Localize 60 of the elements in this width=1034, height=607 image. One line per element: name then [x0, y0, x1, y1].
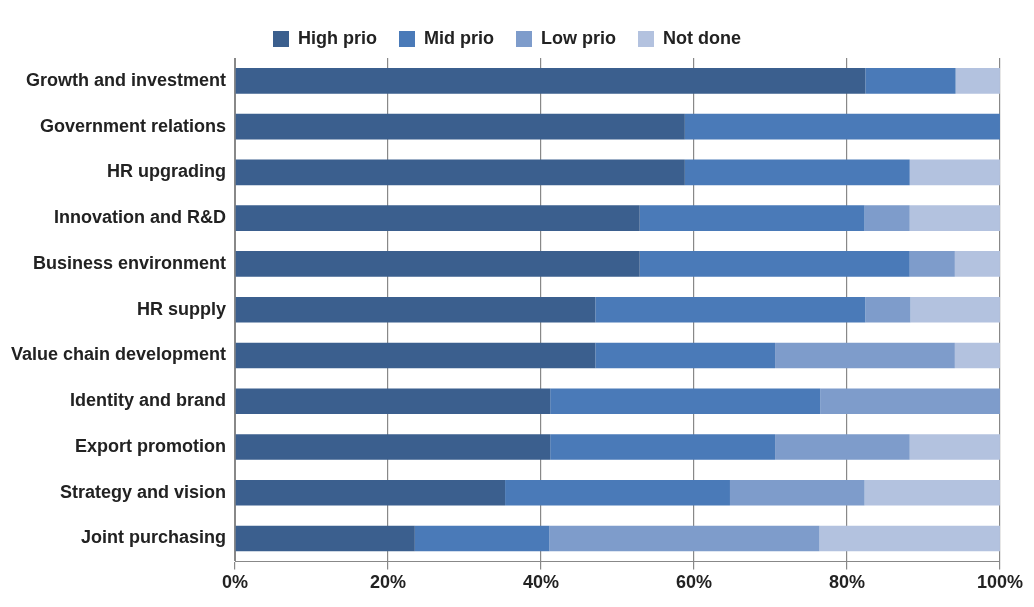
- y-tick-label: HR supply: [137, 298, 227, 319]
- bar: [909, 434, 1000, 460]
- legend-label: Low prio: [541, 27, 616, 48]
- bar: [819, 525, 1000, 552]
- bar: [909, 159, 1000, 186]
- bar: [820, 388, 1000, 415]
- bar: [775, 434, 910, 460]
- bar: [235, 113, 685, 140]
- bar: [550, 434, 776, 460]
- bar: [235, 251, 640, 277]
- bar: [684, 113, 1000, 140]
- bar: [235, 434, 551, 460]
- y-tick-label: Value chain development: [10, 344, 227, 365]
- x-tick-label: 60%: [676, 572, 713, 593]
- bar: [235, 525, 415, 552]
- bar: [235, 342, 596, 369]
- bar: [639, 205, 865, 231]
- bar: [235, 479, 506, 506]
- bar: [595, 342, 776, 369]
- bar: [864, 205, 910, 231]
- bar: [954, 342, 1000, 369]
- bar: [549, 525, 820, 552]
- y-tick-label: Business environment: [33, 252, 227, 273]
- x-tick-label: 80%: [828, 572, 866, 593]
- bar: [865, 68, 956, 94]
- bar: [235, 296, 596, 323]
- bar: [909, 205, 1000, 231]
- bar: [865, 296, 911, 323]
- legend-label: High prio: [298, 27, 378, 48]
- bar: [909, 251, 955, 277]
- bar: [235, 388, 551, 415]
- bar: [729, 479, 865, 506]
- bar: [235, 205, 640, 231]
- x-tick-label: 20%: [370, 572, 407, 593]
- bar: [684, 159, 910, 186]
- y-tick-label: HR upgrading: [107, 161, 227, 182]
- y-tick-label: Government relations: [40, 115, 227, 136]
- y-tick-label: Innovation and R&D: [54, 207, 227, 228]
- y-tick-label: Strategy and vision: [60, 481, 227, 502]
- bar: [954, 251, 1000, 277]
- bar: [775, 342, 955, 369]
- bar: [595, 296, 866, 323]
- legend-label: Mid prio: [424, 27, 495, 48]
- y-tick-label: Identity and brand: [70, 390, 227, 411]
- y-tick-label: Growth and investment: [26, 69, 227, 90]
- bar: [864, 479, 1000, 506]
- bar: [235, 159, 685, 186]
- y-tick-label: Joint purchasing: [81, 527, 227, 548]
- bar: [235, 68, 866, 94]
- bar: [910, 296, 1000, 323]
- bar: [550, 388, 821, 415]
- bar: [505, 479, 730, 506]
- bar: [955, 68, 1000, 94]
- y-tick-label: Export promotion: [75, 435, 227, 456]
- x-tick-label: 0%: [222, 572, 249, 593]
- legend-label: Not done: [662, 27, 741, 48]
- bar: [639, 251, 910, 277]
- bar: [414, 525, 550, 552]
- x-tick-label: 40%: [523, 572, 560, 593]
- x-tick-label: 100%: [976, 572, 1023, 593]
